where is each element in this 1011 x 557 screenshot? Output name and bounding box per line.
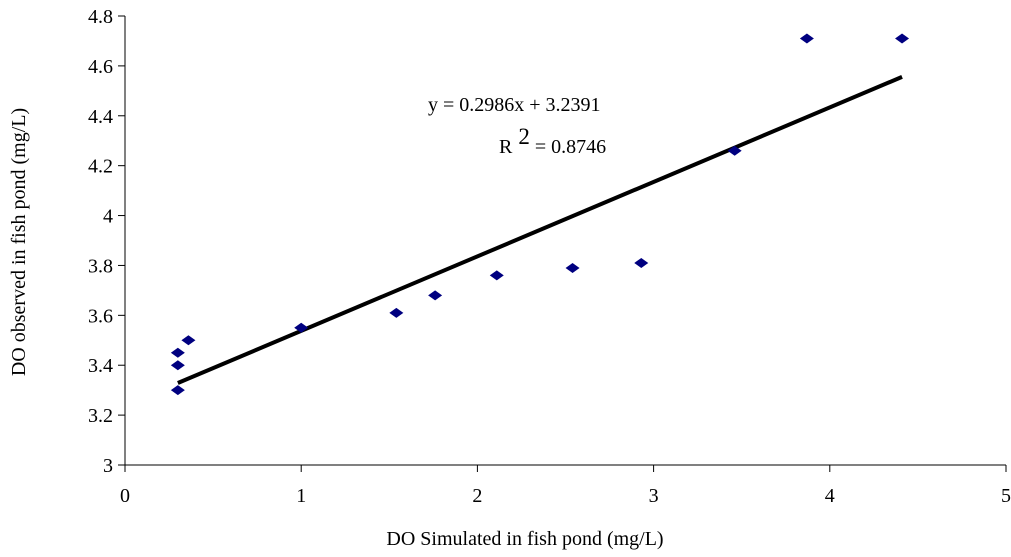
- data-point: [727, 145, 742, 156]
- y-tick-label: 3.2: [88, 405, 113, 427]
- data-points: [170, 33, 910, 396]
- y-ticks: 3 3.2 3.4 3.6 3.8 4 4.2 4.4 4.6 4.8: [88, 6, 125, 477]
- y-tick-label: 3.8: [88, 255, 113, 277]
- x-tick-label: 0: [120, 485, 130, 507]
- data-point: [170, 385, 185, 396]
- y-tick-label: 4.4: [88, 106, 113, 128]
- y-tick-label: 4.8: [88, 6, 113, 28]
- trendline: [177, 75, 903, 385]
- data-point: [294, 322, 309, 333]
- y-tick-label: 4.6: [88, 56, 113, 78]
- y-tick-label: 4: [103, 206, 113, 228]
- y-tick-label: 3.6: [88, 305, 113, 327]
- trendline-group: [177, 75, 903, 385]
- y-tick-label: 3: [103, 455, 113, 477]
- data-point: [895, 33, 910, 44]
- data-point: [389, 307, 404, 318]
- data-point: [565, 262, 580, 273]
- data-point: [428, 290, 443, 301]
- data-point: [181, 335, 196, 346]
- y-tick-label: 3.4: [88, 355, 113, 377]
- x-tick-label: 4: [825, 485, 835, 507]
- trendline-equation: y = 0.2986x + 3.2391: [428, 94, 601, 116]
- data-point: [170, 347, 185, 358]
- r-squared-value: = 0.8746: [530, 136, 606, 158]
- data-point: [489, 270, 504, 281]
- x-tick-label: 5: [1001, 485, 1011, 507]
- data-point: [799, 33, 814, 44]
- y-tick-label: 4.2: [88, 156, 113, 178]
- x-tick-label: 3: [649, 485, 659, 507]
- data-point: [170, 360, 185, 371]
- x-axis-label: DO Simulated in fish pond (mg/L): [386, 528, 663, 550]
- x-tick-label: 2: [472, 485, 482, 507]
- y-axis-label: DO observed in fish pond (mg/L): [8, 108, 30, 376]
- r-squared-prefix: R: [499, 136, 513, 158]
- data-point: [634, 257, 649, 268]
- axes: [124, 16, 1006, 466]
- x-tick-label: 1: [296, 485, 306, 507]
- x-ticks: 0 1 2 3 4 5: [120, 465, 1011, 507]
- r-squared-sup: 2: [518, 124, 530, 149]
